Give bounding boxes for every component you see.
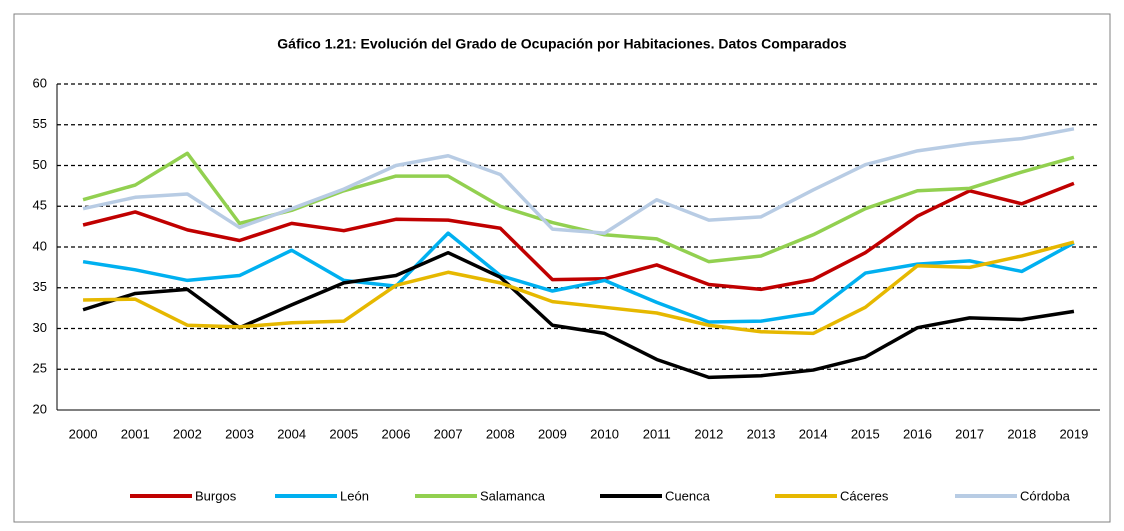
x-tick-label: 2011 [643,426,671,441]
x-tick-label: 2006 [382,426,411,441]
chart-title: Gáfico 1.21: Evolución del Grado de Ocup… [277,36,847,52]
x-tick-label: 2003 [225,426,254,441]
x-tick-label: 2007 [434,426,463,441]
y-tick-label: 45 [33,198,47,213]
series-line [82,181,1075,292]
series-line [82,151,1075,264]
x-tick-label: 2019 [1059,426,1088,441]
legend-label: Cuenca [665,488,711,503]
series-line [82,231,1075,324]
series-line [82,250,1075,380]
x-tick-label: 2012 [694,426,723,441]
x-tick-label: 2010 [590,426,619,441]
y-tick-label: 40 [33,238,47,253]
x-tick-label: 2009 [538,426,567,441]
legend-label: Salamanca [480,488,546,503]
x-tick-label: 2008 [486,426,515,441]
x-tick-label: 2015 [851,426,880,441]
legend-label: León [340,488,369,503]
x-tick-label: 2018 [1007,426,1036,441]
legend-label: Córdoba [1020,488,1071,503]
series-line [83,240,1075,336]
x-tick-label: 2013 [747,426,776,441]
x-tick-label: 2001 [121,426,150,441]
x-tick-label: 2000 [69,426,98,441]
x-tick-label: 2004 [277,426,306,441]
y-tick-label: 20 [33,401,47,416]
legend-label: Burgos [195,488,237,503]
x-tick-label: 2014 [799,426,828,441]
series-line [82,127,1075,235]
y-tick-label: 35 [33,279,47,294]
legend-label: Cáceres [840,488,889,503]
y-tick-label: 60 [33,75,47,90]
x-tick-label: 2002 [173,426,202,441]
x-tick-label: 2017 [955,426,984,441]
x-tick-label: 2005 [329,426,358,441]
chart-border [13,13,1111,523]
y-tick-label: 55 [33,116,47,131]
y-tick-label: 30 [33,320,47,335]
y-tick-label: 50 [33,157,47,172]
x-tick-label: 2016 [903,426,932,441]
y-tick-label: 25 [33,361,47,376]
